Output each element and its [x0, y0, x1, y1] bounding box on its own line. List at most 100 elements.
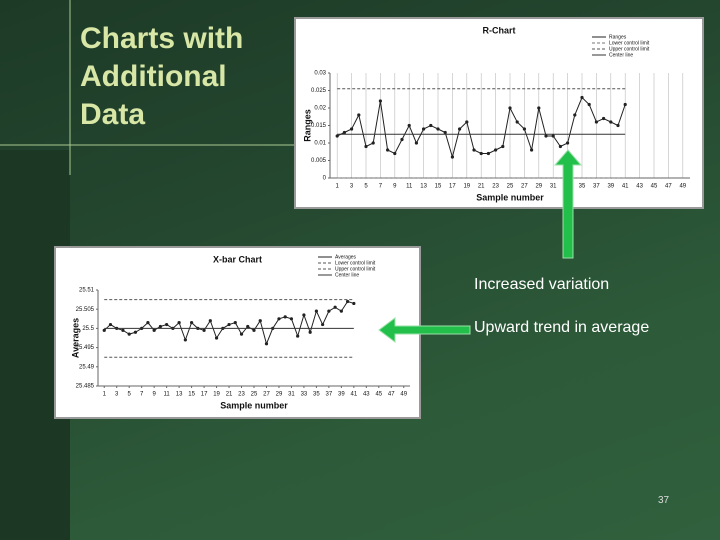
- arrow-left: [378, 317, 471, 343]
- data-point: [227, 322, 231, 327]
- x-tick-label: 9: [393, 184, 397, 190]
- data-point: [400, 137, 404, 142]
- data-point: [302, 313, 306, 317]
- data-point: [566, 141, 570, 145]
- y-tick-label: 25.485: [76, 384, 95, 390]
- data-point: [508, 106, 512, 110]
- x-tick-label: 39: [338, 392, 345, 398]
- x-tick-label: 47: [665, 184, 672, 190]
- arrow-up: [553, 149, 583, 259]
- data-point: [239, 332, 244, 336]
- x-tick-label: 31: [288, 392, 295, 398]
- data-point: [558, 144, 563, 149]
- data-point: [183, 338, 187, 342]
- x-tick-label: 21: [226, 392, 233, 398]
- x-tick-label: 27: [521, 184, 528, 190]
- data-point: [246, 324, 250, 329]
- legend-label: Lower control limit: [335, 260, 376, 266]
- x-tick-label: 41: [622, 184, 629, 190]
- x-tick-label: 45: [375, 392, 382, 398]
- x-tick-label: 37: [593, 184, 600, 190]
- data-point: [146, 321, 150, 325]
- data-point: [414, 141, 418, 145]
- chart-frame: [54, 246, 421, 419]
- legend-label: Upper control limit: [335, 266, 376, 272]
- data-point: [580, 95, 584, 100]
- data-point: [339, 309, 343, 313]
- x-tick-label: 29: [535, 184, 542, 190]
- data-point: [321, 322, 325, 327]
- y-axis-label: Averages: [70, 318, 80, 358]
- data-point: [386, 148, 390, 152]
- data-point: [436, 127, 440, 131]
- y-tick-label: 0.03: [314, 71, 326, 77]
- x-tick-label: 43: [636, 184, 643, 190]
- data-point: [121, 328, 125, 332]
- x-tick-label: 11: [164, 392, 171, 398]
- x-tick-label: 13: [176, 392, 183, 398]
- data-point: [422, 127, 426, 131]
- data-point: [102, 328, 106, 332]
- y-tick-label: 25.495: [76, 345, 95, 351]
- x-tick-label: 41: [350, 392, 357, 398]
- x-tick-label: 27: [263, 392, 270, 398]
- x-tick-label: 39: [607, 184, 614, 190]
- data-point: [594, 120, 599, 124]
- data-point: [283, 315, 287, 319]
- data-point: [530, 148, 534, 152]
- x-tick-label: 23: [238, 392, 245, 398]
- data-point: [515, 120, 519, 124]
- x-tick-label: 13: [420, 184, 427, 190]
- y-tick-label: 0.025: [311, 88, 327, 94]
- data-point: [252, 328, 256, 332]
- annotation: Upward trend in average: [474, 319, 650, 336]
- data-point: [609, 120, 613, 124]
- x-tick-label: 1: [336, 184, 340, 190]
- data-point: [573, 113, 577, 117]
- data-point: [308, 330, 312, 334]
- y-tick-label: 0.015: [311, 123, 327, 129]
- data-point: [133, 330, 138, 334]
- x-axis-label: Sample number: [476, 192, 544, 202]
- data-point: [342, 130, 346, 135]
- x-tick-label: 3: [115, 392, 119, 398]
- legend-label: Ranges: [609, 34, 627, 40]
- data-point: [152, 328, 156, 332]
- data-point: [333, 305, 337, 309]
- data-point: [346, 299, 350, 304]
- y-tick-label: 0.005: [311, 158, 327, 164]
- x-tick-label: 23: [492, 184, 499, 190]
- data-point: [190, 321, 194, 325]
- y-tick-label: 25.51: [79, 288, 95, 294]
- x-tick-label: 19: [213, 392, 220, 398]
- x-tick-label: 5: [364, 184, 368, 190]
- data-point: [158, 324, 162, 329]
- x-tick-label: 9: [152, 392, 156, 398]
- data-point: [202, 328, 206, 332]
- data-point: [165, 322, 169, 327]
- y-tick-label: 25.49: [79, 364, 95, 370]
- data-point: [616, 123, 620, 128]
- y-tick-label: 25.5: [82, 326, 94, 332]
- legend-label: Center line: [335, 272, 359, 278]
- x-tick-label: 25: [507, 184, 514, 190]
- y-tick-label: 0.02: [314, 106, 326, 112]
- data-point: [587, 102, 591, 107]
- x-tick-label: 37: [326, 392, 333, 398]
- data-point: [350, 127, 354, 131]
- x-tick-label: 31: [550, 184, 557, 190]
- data-point: [364, 144, 368, 149]
- x-tick-label: 49: [400, 392, 407, 398]
- x-tick-label: 15: [188, 392, 195, 398]
- data-point: [602, 116, 606, 121]
- data-point: [443, 130, 447, 135]
- data-point: [177, 321, 181, 325]
- data-point: [407, 123, 411, 128]
- y-tick-label: 0.01: [314, 141, 326, 147]
- legend-label: Center line: [609, 52, 633, 58]
- x-tick-label: 5: [128, 392, 132, 398]
- data-point: [335, 134, 339, 138]
- data-point: [327, 309, 331, 313]
- legend-label: Lower control limit: [609, 40, 650, 46]
- x-tick-label: 33: [301, 392, 308, 398]
